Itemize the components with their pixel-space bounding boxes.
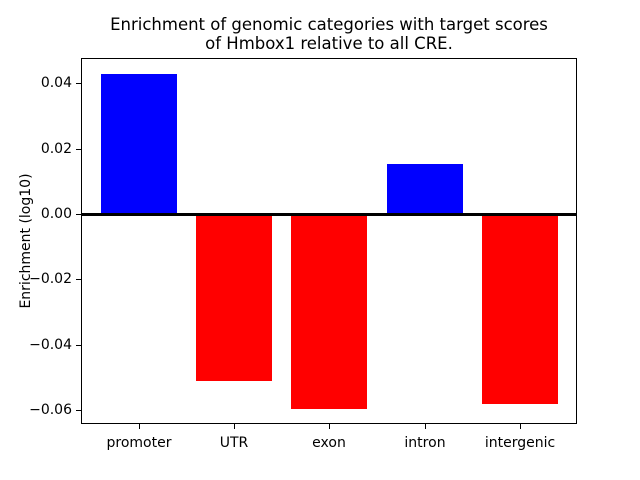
chart-title: Enrichment of genomic categories with ta… — [81, 15, 577, 53]
plot-area — [81, 58, 577, 424]
y-tick-mark — [76, 214, 81, 215]
y-tick-mark — [76, 279, 81, 280]
x-tick-label-intron: intron — [404, 435, 446, 451]
x-tick-label-promoter: promoter — [106, 435, 172, 451]
y-tick-label: −0.04 — [29, 337, 72, 353]
y-tick-mark — [76, 83, 81, 84]
y-tick-label: 0.02 — [40, 141, 72, 157]
bar-intron — [387, 164, 463, 214]
chart-title-line-1: Enrichment of genomic categories with ta… — [110, 15, 548, 34]
x-tick-mark — [520, 424, 521, 429]
y-tick-mark — [76, 149, 81, 150]
bar-intergenic — [482, 214, 558, 404]
x-tick-label-intergenic: intergenic — [484, 435, 556, 451]
x-tick-mark — [425, 424, 426, 429]
y-tick-label: 0.00 — [40, 206, 72, 222]
chart-title-line-2: of Hmbox1 relative to all CRE. — [205, 33, 453, 53]
bar-exon — [291, 214, 367, 409]
y-tick-label: −0.06 — [29, 402, 72, 418]
y-tick-mark — [76, 410, 81, 411]
x-tick-mark — [329, 424, 330, 429]
bar-UTR — [196, 214, 272, 381]
y-axis-label: Enrichment (log10) — [18, 173, 34, 309]
y-tick-label: 0.04 — [40, 75, 72, 91]
y-tick-mark — [76, 345, 81, 346]
x-tick-mark — [139, 424, 140, 429]
x-tick-label-exon: exon — [312, 435, 346, 451]
x-tick-mark — [234, 424, 235, 429]
x-tick-label-UTR: UTR — [219, 435, 249, 451]
bar-promoter — [101, 74, 177, 214]
y-tick-label: −0.02 — [29, 271, 72, 287]
zero-line — [81, 213, 577, 216]
